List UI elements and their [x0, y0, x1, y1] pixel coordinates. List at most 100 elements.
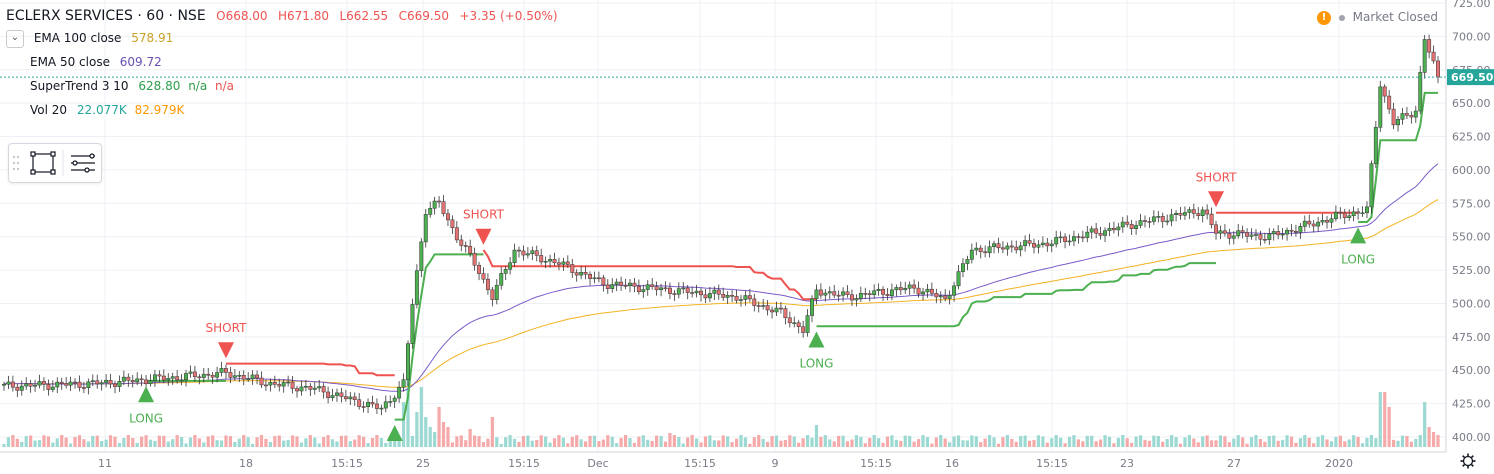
candle-body [161, 375, 166, 381]
candle-body [104, 379, 109, 383]
candle-body [996, 243, 1001, 249]
volume-bar [437, 407, 441, 447]
candle-body [663, 287, 668, 290]
candle-body [1107, 227, 1112, 231]
volume-bar [1045, 442, 1049, 447]
volume-bar [1156, 435, 1160, 447]
change-value: +3.35 (+0.50%) [459, 9, 558, 23]
candle-body [1360, 212, 1365, 215]
candle-body [987, 246, 992, 254]
candle-body [645, 284, 650, 290]
candle-body [184, 373, 188, 381]
settings-lines-icon[interactable] [71, 153, 95, 173]
volume-bar [1023, 435, 1027, 447]
drag-handle-icon[interactable] [13, 156, 19, 170]
volume-bar [157, 435, 161, 447]
candle-body [765, 305, 770, 311]
volume-bar [357, 435, 361, 447]
short-signal-label: SHORT [206, 321, 248, 335]
volume-bar [881, 442, 885, 447]
candle-body [401, 379, 406, 388]
candle-body [961, 263, 965, 272]
volume-bar [641, 435, 645, 447]
time-tick-label: 15:15 [860, 457, 892, 470]
volume-bar [1209, 440, 1214, 447]
candle-body [654, 286, 659, 291]
volume-bar [1298, 438, 1302, 447]
indicator-row-volume[interactable]: Vol 20 22.077K 82.979K [6, 98, 558, 122]
candle-body [863, 293, 868, 295]
volume-bar [277, 435, 281, 447]
volume-bar [615, 443, 619, 447]
indicator-row-supertrend[interactable]: SuperTrend 3 10 628.80 n/a n/a [6, 74, 558, 98]
candle-body [232, 375, 237, 378]
volume-bar [410, 435, 415, 447]
chevron-down-icon[interactable]: ⌄ [6, 29, 24, 48]
volume-bar [393, 435, 397, 447]
candle-body [885, 294, 890, 296]
indicator-row-ema100[interactable]: ⌄ EMA 100 close 578.91 [6, 26, 558, 50]
volume-bar [872, 435, 876, 447]
status-dot-icon [1338, 14, 1345, 21]
volume-bar [1423, 402, 1427, 447]
volume-bar [566, 443, 570, 447]
volume-bar [375, 435, 379, 447]
indicator-row-ema50[interactable]: EMA 50 close 609.72 [6, 50, 558, 74]
volume-bar [761, 438, 765, 447]
market-status[interactable]: ! Market Closed [1316, 10, 1438, 25]
candle-body [1045, 242, 1050, 247]
volume-bar [561, 437, 565, 447]
drawing-toolbox[interactable] [8, 143, 102, 183]
candle-body [1351, 211, 1356, 217]
volume-bar [428, 427, 432, 447]
volume-bar [1214, 440, 1218, 447]
price-tick-label: 625.00 [1452, 131, 1491, 144]
volume-bar [1356, 436, 1360, 447]
candle-body [1129, 224, 1134, 229]
volume-bar [348, 441, 352, 447]
candle-body [676, 288, 681, 295]
candle-body [1125, 221, 1130, 225]
candle-body [561, 261, 566, 265]
price-tick-label: 725.00 [1452, 0, 1491, 10]
candle-body [352, 396, 357, 400]
candle-body [596, 277, 601, 280]
volume-bar [1249, 437, 1254, 447]
volume-bar [677, 437, 681, 447]
volume-bar [384, 442, 388, 447]
volume-bar [606, 435, 610, 447]
candle-body [1103, 230, 1107, 236]
volume-bar [33, 440, 37, 447]
volume-bar [983, 438, 987, 447]
open-value: O668.00 [216, 9, 268, 23]
volume-bar [100, 441, 104, 447]
volume-bar [290, 435, 295, 447]
candle-body [632, 282, 637, 287]
volume-bar [255, 437, 259, 447]
volume-bar [779, 440, 783, 447]
candle-body [530, 250, 535, 254]
volume-bar [1405, 436, 1409, 447]
price-tick-label: 425.00 [1452, 398, 1491, 411]
candle-body [770, 309, 775, 313]
candle-body [263, 384, 268, 387]
signal-markers: LONGSHORTLONGSHORTLONGSHORTLONG [129, 170, 1375, 464]
volume-bar [77, 435, 82, 447]
volume-bar [792, 436, 796, 447]
symbol-title[interactable]: ECLERX SERVICES · 60 · NSE [6, 8, 206, 24]
gear-icon[interactable] [1460, 453, 1476, 469]
candle-body [681, 287, 686, 290]
volume-bar [623, 435, 628, 447]
candle-body [312, 387, 317, 390]
symbol-header[interactable]: ECLERX SERVICES · 60 · NSE O668.00 H671.… [6, 6, 558, 26]
candle-body [19, 385, 24, 391]
volume-bar [184, 443, 188, 447]
candle-body [1014, 246, 1019, 251]
warning-icon[interactable]: ! [1316, 10, 1331, 25]
candle-body [1289, 229, 1294, 232]
rectangle-tool-icon[interactable] [30, 151, 56, 175]
candle-body [281, 382, 286, 387]
volume-bar [930, 443, 934, 447]
